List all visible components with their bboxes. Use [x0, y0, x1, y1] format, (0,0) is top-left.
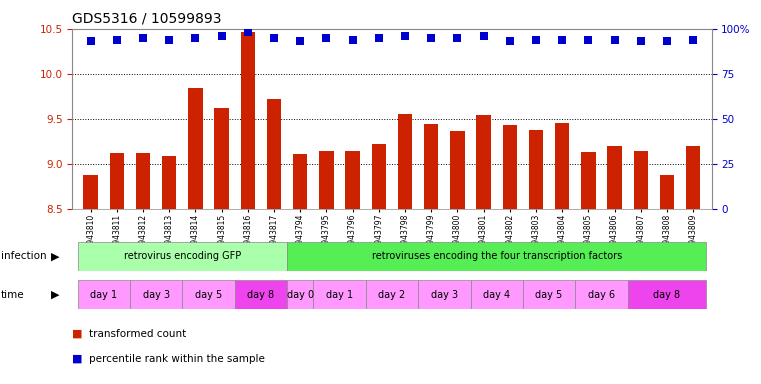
Text: day 5: day 5 [536, 290, 562, 300]
Point [242, 29, 254, 35]
Text: day 2: day 2 [378, 290, 406, 300]
Text: day 0: day 0 [287, 290, 314, 300]
Point [661, 38, 673, 45]
Bar [660, 175, 674, 209]
Text: day 3: day 3 [142, 290, 170, 300]
Point [84, 38, 97, 45]
Bar [418, 280, 470, 309]
Bar [575, 280, 628, 309]
Bar [555, 122, 569, 209]
Point [320, 35, 333, 41]
Bar [78, 242, 287, 271]
Text: day 3: day 3 [431, 290, 458, 300]
Text: day 4: day 4 [483, 290, 511, 300]
Bar [78, 280, 130, 309]
Text: day 6: day 6 [588, 290, 615, 300]
Bar [502, 125, 517, 209]
Text: day 1: day 1 [326, 290, 353, 300]
Point [373, 35, 385, 41]
Bar [523, 280, 575, 309]
Text: day 5: day 5 [195, 290, 222, 300]
Text: day 8: day 8 [654, 290, 680, 300]
Bar [451, 131, 465, 209]
Bar [234, 280, 287, 309]
Bar [686, 146, 700, 209]
Text: day 8: day 8 [247, 290, 275, 300]
Bar [287, 280, 314, 309]
Bar [287, 242, 706, 271]
Point [189, 35, 202, 41]
Bar [581, 152, 596, 209]
Text: infection: infection [1, 251, 46, 262]
Bar [130, 280, 183, 309]
Bar [240, 31, 255, 209]
Point [582, 36, 594, 43]
Bar [607, 146, 622, 209]
Text: GDS5316 / 10599893: GDS5316 / 10599893 [72, 12, 221, 25]
Text: retroviruses encoding the four transcription factors: retroviruses encoding the four transcrip… [371, 251, 622, 262]
Bar [215, 108, 229, 209]
Bar [476, 114, 491, 209]
Bar [628, 280, 706, 309]
Bar [110, 153, 124, 209]
Text: transformed count: transformed count [89, 329, 186, 339]
Text: ▶: ▶ [51, 251, 59, 262]
Point [399, 33, 411, 39]
Point [215, 33, 228, 39]
Bar [345, 151, 360, 209]
Point [295, 38, 307, 45]
Point [111, 36, 123, 43]
Point [346, 36, 358, 43]
Point [137, 35, 149, 41]
Bar [84, 175, 98, 209]
Bar [424, 124, 438, 209]
Point [556, 36, 568, 43]
Point [477, 33, 489, 39]
Text: percentile rank within the sample: percentile rank within the sample [89, 354, 265, 364]
Bar [188, 88, 202, 209]
Text: ▶: ▶ [51, 290, 59, 300]
Point [530, 36, 542, 43]
Bar [293, 154, 307, 209]
Point [609, 36, 621, 43]
Text: ■: ■ [72, 354, 83, 364]
Bar [267, 99, 282, 209]
Bar [634, 151, 648, 209]
Bar [366, 280, 418, 309]
Point [451, 35, 463, 41]
Bar [470, 280, 523, 309]
Text: day 1: day 1 [90, 290, 117, 300]
Bar [371, 144, 386, 209]
Point [687, 36, 699, 43]
Text: retrovirus encoding GFP: retrovirus encoding GFP [124, 251, 241, 262]
Bar [529, 130, 543, 209]
Bar [183, 280, 234, 309]
Point [163, 36, 175, 43]
Bar [319, 151, 333, 209]
Bar [162, 156, 177, 209]
Point [268, 35, 280, 41]
Point [425, 35, 438, 41]
Point [635, 38, 647, 45]
Text: ■: ■ [72, 329, 83, 339]
Point [504, 38, 516, 45]
Bar [314, 280, 366, 309]
Bar [398, 114, 412, 209]
Bar [135, 153, 150, 209]
Text: time: time [1, 290, 24, 300]
